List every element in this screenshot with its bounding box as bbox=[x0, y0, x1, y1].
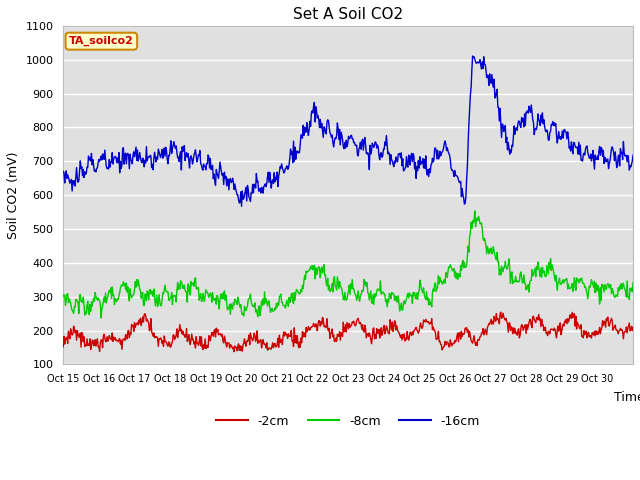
Title: Set A Soil CO2: Set A Soil CO2 bbox=[293, 7, 403, 22]
Y-axis label: Soil CO2 (mV): Soil CO2 (mV) bbox=[7, 151, 20, 239]
X-axis label: Time: Time bbox=[614, 392, 640, 405]
Text: TA_soilco2: TA_soilco2 bbox=[69, 36, 134, 46]
Legend: -2cm, -8cm, -16cm: -2cm, -8cm, -16cm bbox=[211, 409, 485, 432]
